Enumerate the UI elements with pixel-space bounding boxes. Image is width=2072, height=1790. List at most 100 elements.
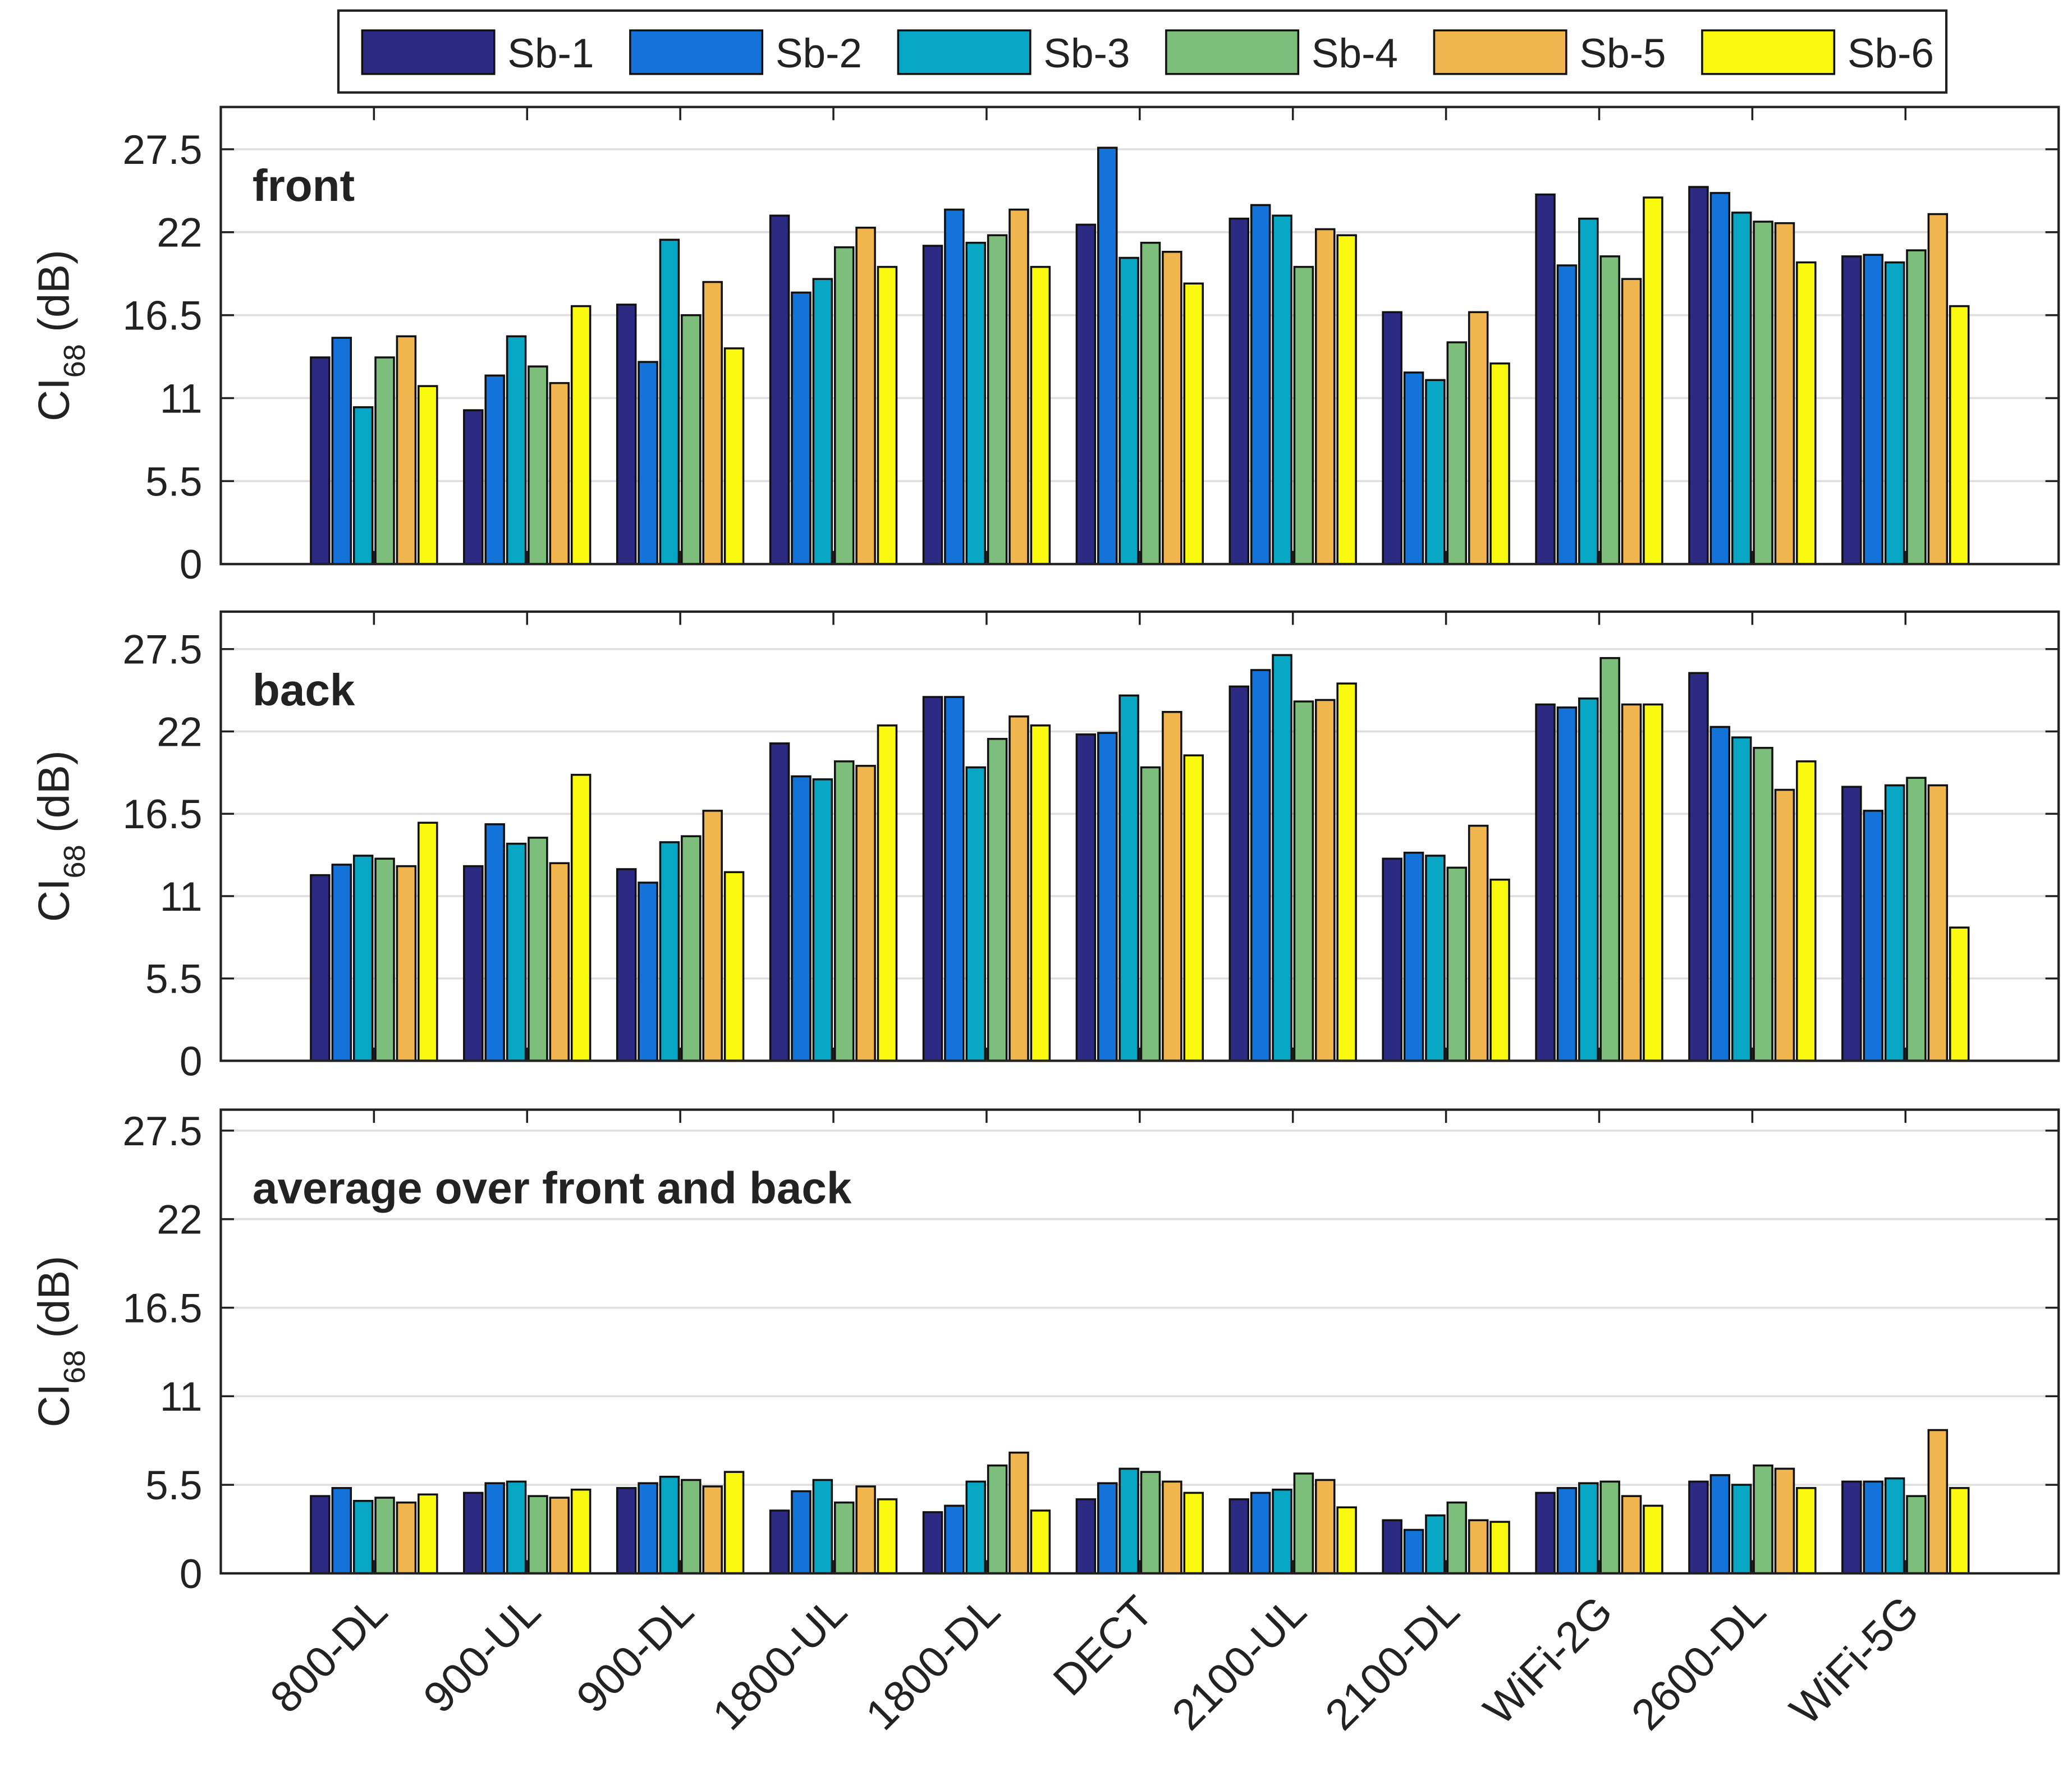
y-tick-label: 5.5 bbox=[145, 957, 202, 1002]
y-axis-label-main: CI bbox=[30, 1384, 79, 1428]
bar bbox=[528, 365, 548, 566]
bar bbox=[549, 1497, 570, 1575]
bar bbox=[1535, 1491, 1556, 1575]
y-tick-label: 27.5 bbox=[122, 127, 202, 173]
bar bbox=[1841, 786, 1862, 1062]
bar bbox=[1863, 254, 1883, 566]
y-tick-label: 22 bbox=[157, 709, 202, 755]
y-tick-label: 27.5 bbox=[122, 627, 202, 673]
bar bbox=[922, 696, 943, 1062]
bar bbox=[1621, 1495, 1642, 1575]
plot-frame bbox=[219, 105, 2060, 566]
bar bbox=[1731, 736, 1752, 1062]
y-axis-label-subscript: 68 bbox=[58, 344, 91, 378]
bar bbox=[1162, 1480, 1182, 1575]
bar bbox=[1884, 261, 1905, 566]
bar bbox=[1446, 341, 1468, 566]
legend-swatch bbox=[1433, 29, 1567, 75]
bar bbox=[833, 760, 855, 1062]
legend-swatch bbox=[1701, 29, 1836, 75]
bar bbox=[1796, 760, 1817, 1062]
bar bbox=[374, 857, 395, 1062]
bar bbox=[1643, 703, 1663, 1062]
bar bbox=[1949, 1487, 1970, 1575]
bar bbox=[1731, 1484, 1752, 1575]
bar bbox=[877, 1498, 898, 1575]
bar bbox=[1599, 657, 1620, 1062]
bar bbox=[1118, 694, 1139, 1062]
bar bbox=[310, 356, 331, 566]
bar bbox=[1293, 265, 1314, 566]
bar bbox=[1272, 654, 1292, 1062]
x-tick-label: 2100-DL bbox=[1316, 1587, 1469, 1739]
y-axis-label-main: CI bbox=[30, 378, 79, 421]
bar bbox=[1774, 222, 1795, 566]
bar bbox=[1118, 256, 1139, 566]
bar bbox=[1009, 208, 1029, 566]
bar bbox=[1731, 212, 1752, 566]
bar bbox=[922, 245, 943, 566]
bar bbox=[374, 1497, 395, 1575]
bar bbox=[1403, 851, 1424, 1062]
bar bbox=[1336, 234, 1357, 566]
x-tick-label: WiFi-5G bbox=[1781, 1587, 1928, 1734]
bar bbox=[1774, 788, 1795, 1062]
bar bbox=[1140, 1471, 1161, 1575]
bar bbox=[1228, 1498, 1250, 1575]
y-tick-label: 5.5 bbox=[145, 459, 202, 504]
bar bbox=[1688, 672, 1709, 1062]
bar bbox=[1643, 196, 1663, 566]
bar bbox=[965, 1480, 986, 1575]
bar bbox=[1906, 249, 1927, 566]
bar bbox=[331, 1487, 352, 1575]
bar bbox=[1949, 305, 1970, 566]
y-axis-label-unit: (dB) bbox=[30, 1256, 79, 1338]
bar bbox=[1688, 186, 1709, 566]
bar bbox=[1272, 214, 1292, 566]
bar bbox=[1578, 697, 1599, 1062]
bar bbox=[1162, 711, 1182, 1062]
bar bbox=[1250, 669, 1271, 1062]
bar bbox=[1753, 221, 1773, 566]
bar bbox=[1863, 1480, 1883, 1575]
bar bbox=[616, 304, 637, 566]
bar bbox=[1315, 228, 1336, 566]
bar bbox=[570, 1488, 592, 1575]
legend-label: Sb-3 bbox=[1043, 31, 1130, 76]
bar bbox=[374, 356, 395, 566]
y-tick-label: 16.5 bbox=[122, 792, 202, 837]
bar bbox=[331, 864, 352, 1062]
bar bbox=[638, 361, 658, 566]
bar bbox=[987, 738, 1008, 1062]
y-tick-label: 27.5 bbox=[122, 1109, 202, 1154]
x-tick-label: 2600-DL bbox=[1622, 1587, 1775, 1739]
bar bbox=[812, 1479, 833, 1575]
bar bbox=[1643, 1504, 1663, 1575]
bar bbox=[723, 347, 745, 566]
bar bbox=[1796, 1487, 1817, 1575]
bar bbox=[1250, 204, 1271, 566]
bar bbox=[791, 775, 812, 1062]
bar bbox=[1272, 1488, 1292, 1575]
bar bbox=[944, 1504, 965, 1575]
y-axis-label-subscript: 68 bbox=[58, 1350, 91, 1384]
bar bbox=[549, 382, 570, 566]
bar bbox=[723, 1471, 745, 1575]
bar bbox=[418, 1493, 438, 1575]
bar bbox=[1183, 282, 1204, 566]
bar bbox=[877, 724, 898, 1062]
bar bbox=[965, 241, 986, 566]
bar bbox=[1009, 1451, 1029, 1575]
y-tick-label: 0 bbox=[180, 542, 203, 588]
bar bbox=[855, 765, 876, 1062]
bar bbox=[1535, 193, 1556, 566]
bar bbox=[463, 865, 484, 1062]
bar bbox=[681, 1479, 702, 1575]
bar bbox=[769, 742, 790, 1062]
x-tick-label: 900-DL bbox=[567, 1587, 703, 1722]
legend-label: Sb-4 bbox=[1312, 31, 1398, 76]
bar bbox=[833, 246, 855, 566]
bar bbox=[1183, 754, 1204, 1062]
bar bbox=[396, 865, 417, 1062]
bar bbox=[1446, 1501, 1468, 1575]
